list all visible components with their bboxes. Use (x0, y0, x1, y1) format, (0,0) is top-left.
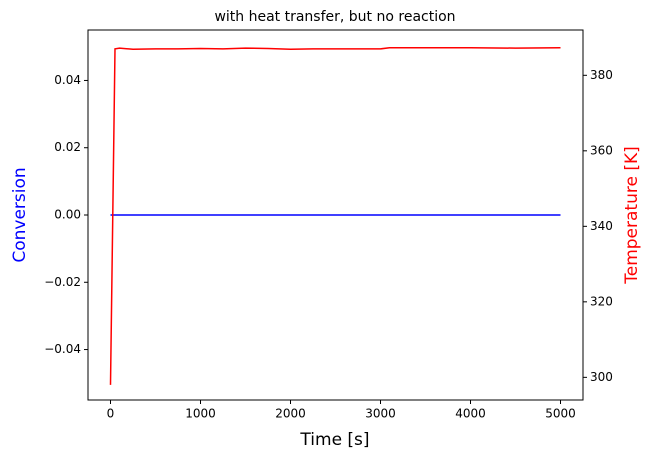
y-axis-label: Conversion (10, 167, 30, 262)
y-tick-label: 0.04 (54, 73, 81, 87)
x-tick-label: 0 (107, 407, 115, 421)
y2-tick-label: 380 (590, 68, 613, 82)
y2-tick-label: 300 (590, 370, 613, 384)
y-tick-label: 0.00 (54, 208, 81, 222)
x-tick-label: 4000 (455, 407, 486, 421)
x-tick-label: 2000 (275, 407, 306, 421)
y2-tick-label: 360 (590, 143, 613, 157)
y-tick-label: −0.04 (44, 342, 81, 356)
x-tick-label: 3000 (365, 407, 396, 421)
series-line (109, 46, 561, 385)
y-tick-label: −0.02 (44, 275, 81, 289)
y2-tick-label: 340 (590, 219, 613, 233)
chart-title: with heat transfer, but no reaction (214, 9, 455, 25)
y-tick-label: 0.02 (54, 140, 81, 154)
y2-axis-label: Temperature [K] (622, 146, 642, 285)
x-tick-label: 1000 (185, 407, 216, 421)
y2-tick-label: 320 (590, 294, 613, 308)
x-tick-label: 5000 (545, 407, 576, 421)
x-axis-label: Time [s] (299, 430, 369, 450)
